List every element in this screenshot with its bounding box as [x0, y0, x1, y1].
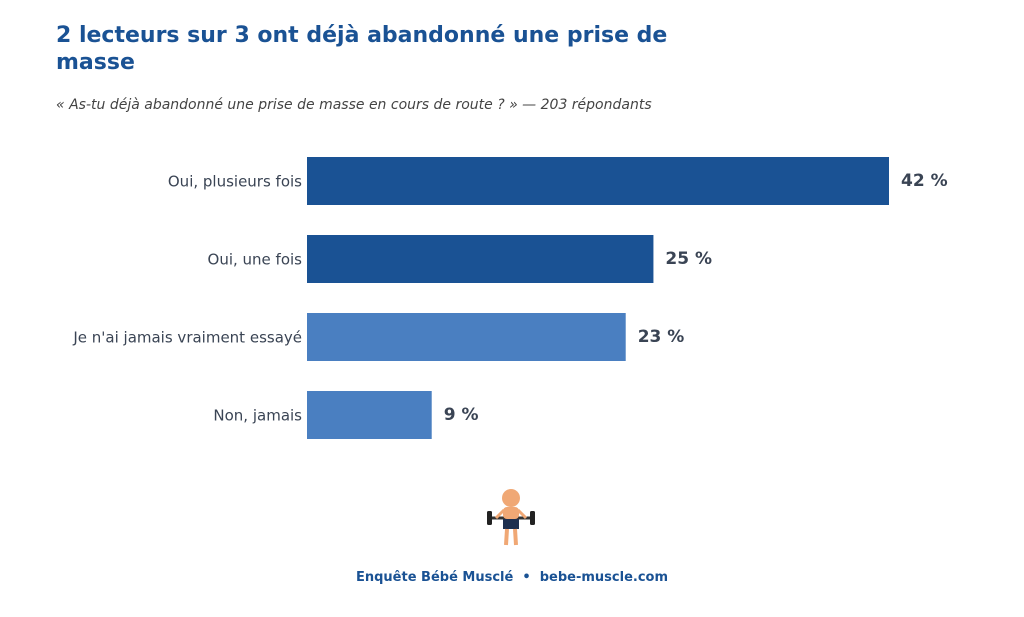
bar	[307, 157, 889, 205]
bar	[307, 391, 432, 439]
chart-footer: Enquête Bébé Musclé • bebe-muscle.com	[355, 570, 669, 585]
chart-title: 2 lecteurs sur 3 ont déjà abandonné une …	[56, 23, 668, 75]
value-label: 23 %	[638, 327, 685, 347]
value-label: 25 %	[665, 249, 712, 269]
category-label: Je n'ai jamais vraiment essayé	[72, 329, 302, 347]
value-label: 42 %	[901, 171, 948, 191]
category-label: Oui, une fois	[208, 251, 303, 269]
value-label: 9 %	[444, 405, 479, 425]
chart-subtitle: « As-tu déjà abandonné une prise de mass…	[56, 97, 652, 113]
bar	[307, 235, 654, 283]
bar	[307, 313, 626, 361]
mascot-icon	[487, 489, 535, 546]
category-label: Non, jamais	[213, 407, 302, 425]
category-label: Oui, plusieurs fois	[168, 173, 302, 191]
